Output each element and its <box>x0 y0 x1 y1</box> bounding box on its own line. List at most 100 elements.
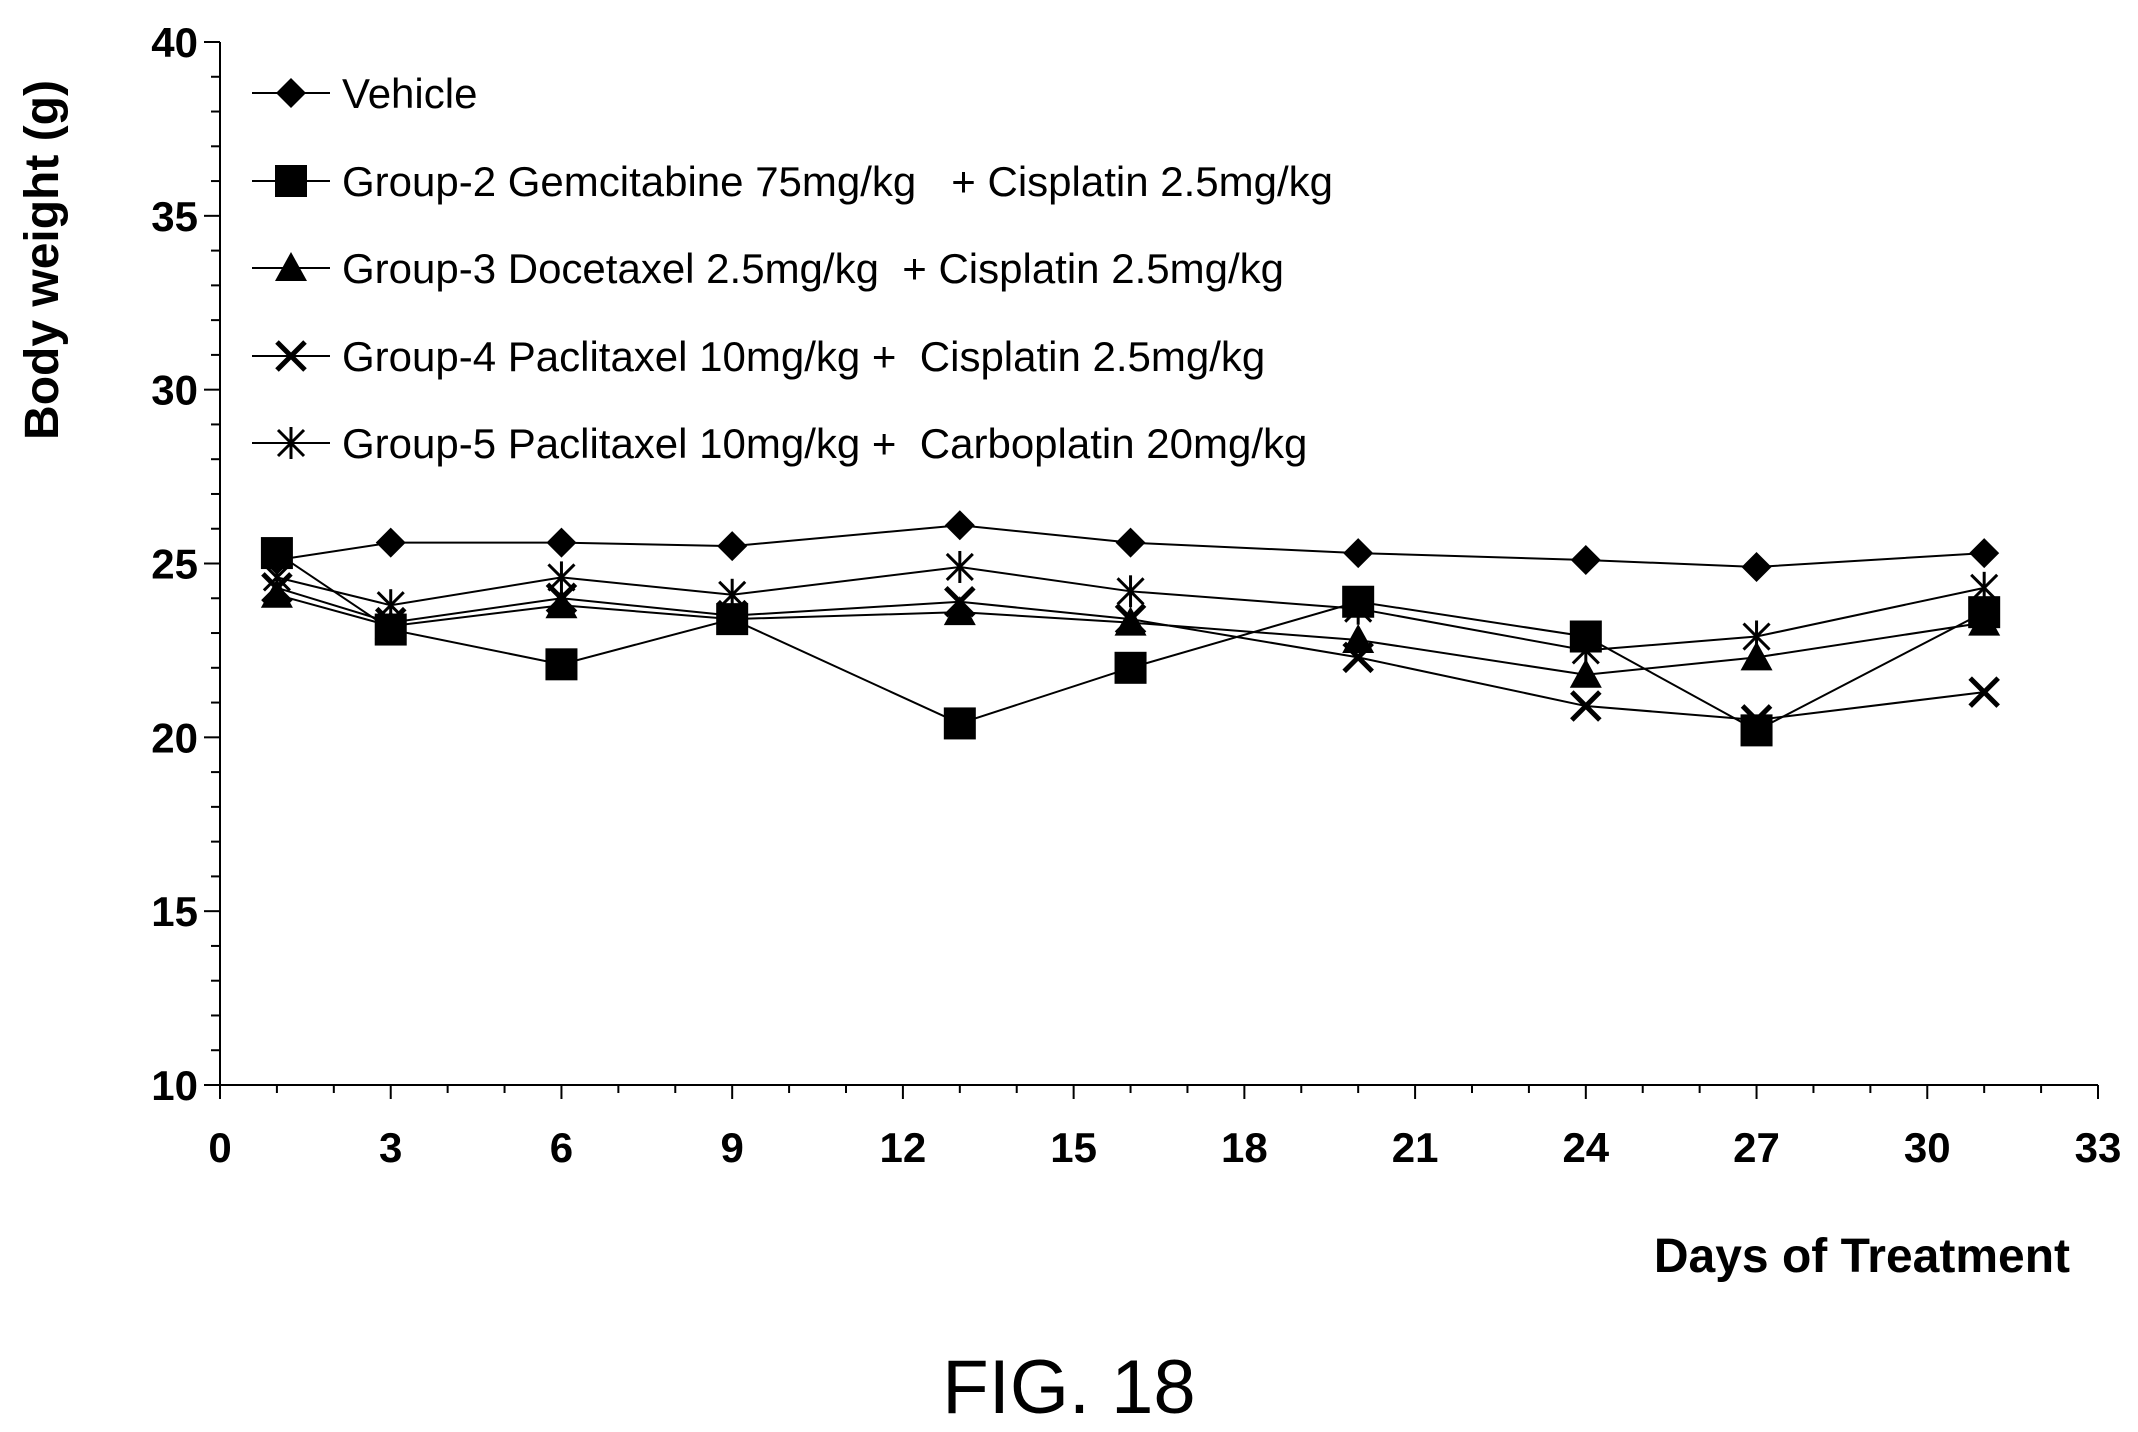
x-tick-label: 15 <box>1050 1124 1097 1171</box>
series-line <box>276 524 1985 568</box>
x-marker-stroke <box>944 585 976 618</box>
data-point <box>717 531 748 562</box>
y-tick-label: 40 <box>151 19 198 66</box>
x-tick-label: 21 <box>1392 1124 1439 1171</box>
data-point <box>1116 575 1145 608</box>
series-line <box>276 586 1985 721</box>
data-point <box>1740 641 1773 671</box>
diamond-marker-shape <box>1343 538 1374 569</box>
data-point <box>1343 538 1374 569</box>
figure-caption: FIG. 18 <box>942 1345 1195 1430</box>
x-tick-label: 3 <box>379 1124 402 1171</box>
data-point <box>1740 704 1773 736</box>
series-line <box>276 552 1985 732</box>
diamond-marker-shape <box>276 78 306 108</box>
legend-label: Group-5 Paclitaxel 10mg/kg + Carboplatin… <box>342 420 1307 467</box>
y-tick-label: 35 <box>151 193 198 240</box>
y-tick-label: 10 <box>151 1062 198 1109</box>
x-marker-stroke <box>1114 603 1147 635</box>
data-point <box>546 527 577 558</box>
square-marker-shape <box>275 165 307 197</box>
data-point <box>1742 620 1771 653</box>
data-point <box>1114 603 1147 635</box>
marker-diamond <box>276 78 306 108</box>
x-tick-label: 30 <box>1904 1124 1951 1171</box>
data-point <box>943 707 976 740</box>
diamond-marker-shape <box>944 510 975 541</box>
diamond-marker-shape <box>717 531 748 562</box>
y-tick-label: 20 <box>151 714 198 761</box>
y-tick-label: 15 <box>151 888 198 935</box>
diamond-marker-shape <box>375 527 406 558</box>
x-axis-title: Days of Treatment <box>1654 1230 2070 1283</box>
data-point <box>545 582 578 615</box>
series-layer <box>260 510 2001 747</box>
data-point <box>547 561 576 594</box>
data-point <box>1969 538 2000 569</box>
data-point <box>716 599 748 632</box>
series-5 <box>262 550 1999 667</box>
series-4 <box>261 572 2000 736</box>
diamond-marker-shape <box>546 527 577 558</box>
x-tick-label: 18 <box>1221 1124 1268 1171</box>
triangle-marker-shape <box>1342 623 1375 653</box>
data-point <box>1968 606 2001 636</box>
data-point <box>944 510 975 541</box>
y-tick-label: 25 <box>151 541 198 588</box>
data-point <box>943 596 976 626</box>
x-tick-label: 12 <box>880 1124 927 1171</box>
diamond-marker-shape <box>1741 551 1772 582</box>
legend-label: Vehicle <box>342 70 477 117</box>
marker-x <box>275 340 307 372</box>
marker-square <box>275 165 307 197</box>
legend-entry-4: Group-4 Paclitaxel 10mg/kg + Cisplatin 2… <box>252 333 1265 380</box>
series-1 <box>261 510 2000 582</box>
diamond-marker-shape <box>1115 527 1146 558</box>
x-tick-label: 33 <box>2075 1124 2122 1171</box>
data-point <box>1569 658 1602 688</box>
legend-label: Group-4 Paclitaxel 10mg/kg + Cisplatin 2… <box>342 333 1265 380</box>
legend-label: Group-2 Gemcitabine 75mg/kg + Cisplatin … <box>342 158 1333 205</box>
data-point <box>1342 623 1375 653</box>
x-marker-stroke <box>1570 690 1602 722</box>
data-point <box>375 527 406 558</box>
data-point <box>1570 545 1601 576</box>
triangle-marker-shape <box>1569 658 1602 688</box>
data-point <box>945 550 974 583</box>
data-point <box>1114 651 1147 684</box>
data-point <box>545 589 578 619</box>
triangle-marker-shape <box>943 596 976 626</box>
legend-entry-3: Group-3 Docetaxel 2.5mg/kg + Cisplatin 2… <box>252 245 1284 292</box>
triangle-marker-shape <box>275 252 307 281</box>
diamond-marker-shape <box>1570 545 1601 576</box>
y-tick-label: 30 <box>151 367 198 414</box>
x-marker-stroke <box>716 599 748 632</box>
y-axis-title: Body weight (g) <box>16 80 69 440</box>
data-point <box>1115 527 1146 558</box>
x-marker-stroke <box>545 582 578 615</box>
data-point <box>1342 641 1374 674</box>
data-point <box>1344 592 1373 625</box>
square-marker-shape <box>943 707 976 740</box>
legend-entry-1: Vehicle <box>252 70 477 117</box>
x-marker-stroke <box>275 340 307 372</box>
x-marker-stroke <box>1740 704 1773 736</box>
data-point <box>262 561 291 594</box>
legend-entry-2: Group-2 Gemcitabine 75mg/kg + Cisplatin … <box>252 158 1333 205</box>
marker-triangle <box>275 252 307 281</box>
data-point <box>718 578 747 611</box>
triangle-marker-shape <box>545 589 578 619</box>
square-marker-shape <box>1114 651 1147 684</box>
data-point <box>1968 676 2000 708</box>
series-2 <box>260 537 2001 747</box>
square-marker-shape <box>545 648 578 681</box>
data-point <box>1571 634 1600 667</box>
triangle-marker-shape <box>1740 641 1773 671</box>
data-point <box>944 585 976 618</box>
axes: 10 15 20 25 30 35 40 0 3 6 9 12 15 18 21 24 27 30 33 <box>151 19 2121 1171</box>
data-point <box>1570 690 1602 722</box>
x-tick-label: 24 <box>1562 1124 1609 1171</box>
data-point <box>1741 551 1772 582</box>
x-marker-stroke <box>1342 641 1374 674</box>
